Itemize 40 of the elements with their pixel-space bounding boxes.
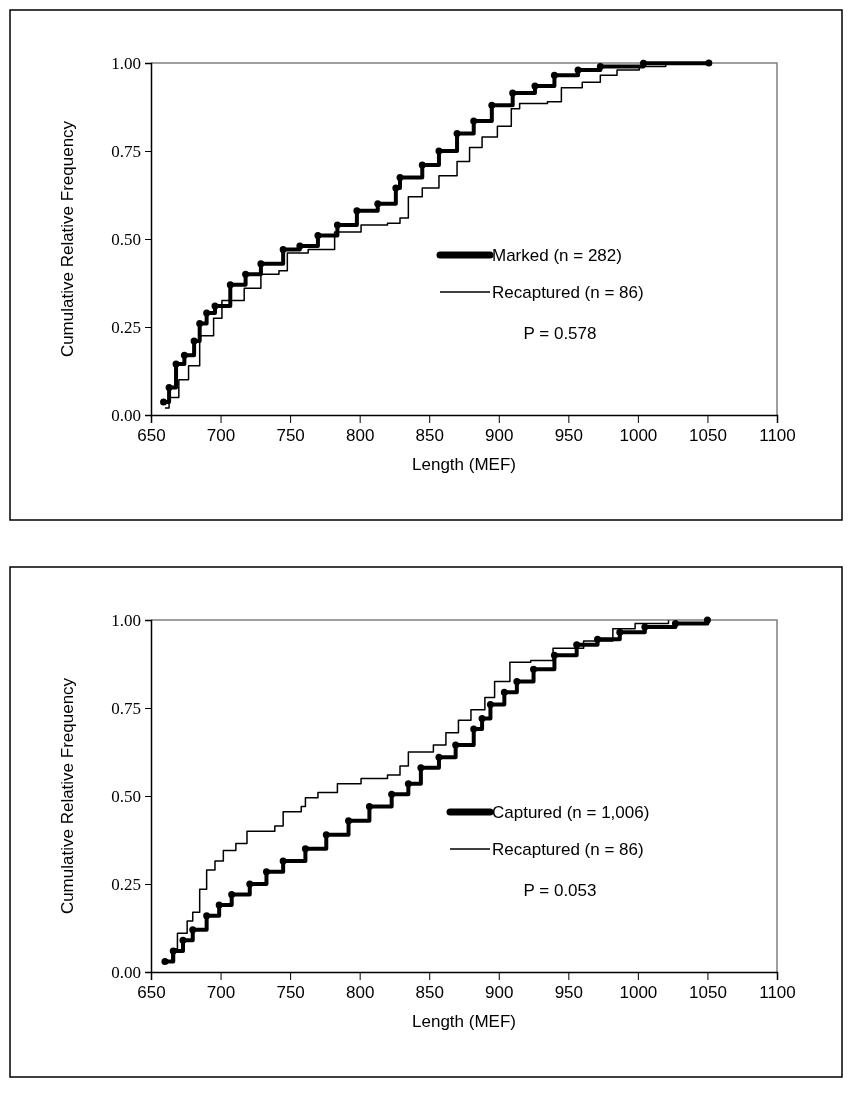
- x-tick-label: 1000: [619, 983, 658, 1003]
- y-tick-label: 0.25: [111, 874, 141, 894]
- y-tick-label: 1.00: [111, 53, 141, 73]
- x-tick-label: 950: [554, 426, 584, 446]
- x-tick-label: 650: [137, 426, 166, 446]
- legend-label: Recaptured (n = 86): [492, 840, 644, 859]
- y-tick-label: 0.25: [111, 317, 141, 337]
- x-tick-label: 1000: [619, 426, 658, 446]
- x-tick-label: 850: [415, 426, 444, 446]
- x-tick-label: 850: [415, 983, 444, 1003]
- x-tick-label: 900: [485, 426, 514, 446]
- x-tick-label: 650: [137, 983, 166, 1003]
- annotation: P = 0.053: [523, 881, 597, 900]
- x-tick-label: 1050: [689, 983, 727, 1003]
- x-tick-label: 1100: [759, 983, 796, 1003]
- x-tick-label: 700: [206, 983, 236, 1003]
- y-tick-label: 0.75: [111, 141, 141, 161]
- y-tick-label: 0.50: [111, 229, 141, 249]
- y-tick-label: 0.00: [111, 962, 141, 982]
- x-tick-label: 750: [276, 426, 305, 446]
- x-tick-label: 800: [345, 983, 375, 1003]
- annotation: P = 0.578: [523, 324, 597, 343]
- x-axis-title: Length (MEF): [412, 455, 516, 474]
- x-tick-label: 950: [554, 983, 584, 1003]
- y-tick-label: 1.00: [111, 610, 141, 630]
- x-tick-label: 900: [485, 983, 514, 1003]
- legend-label: Marked (n = 282): [492, 246, 622, 265]
- x-axis-title: Length (MEF): [412, 1012, 516, 1031]
- x-tick-label: 1050: [689, 426, 727, 446]
- y-axis-title: Cumulative Relative Frequency: [58, 120, 77, 358]
- x-tick-label: 800: [345, 426, 375, 446]
- legend-label: Recaptured (n = 86): [492, 283, 644, 302]
- y-tick-label: 0.00: [111, 405, 141, 425]
- x-tick-label: 750: [276, 983, 305, 1003]
- legend-label: Captured (n = 1,006): [492, 803, 650, 822]
- x-tick-label: 700: [206, 426, 236, 446]
- x-tick-label: 1100: [759, 426, 796, 446]
- y-tick-label: 0.75: [111, 698, 141, 718]
- y-tick-label: 0.50: [111, 786, 141, 806]
- y-axis-title: Cumulative Relative Frequency: [58, 677, 77, 915]
